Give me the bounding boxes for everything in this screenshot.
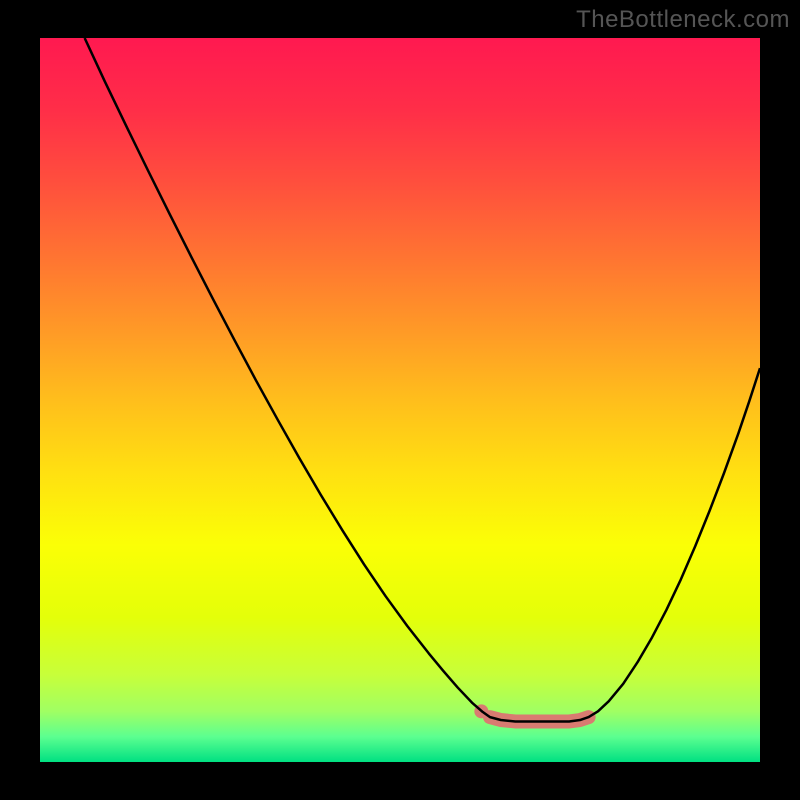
watermark-text: TheBottleneck.com	[576, 6, 790, 34]
chart-svg	[40, 38, 760, 762]
bottleneck-curve	[85, 38, 760, 721]
plot-area	[40, 38, 760, 762]
chart-container: TheBottleneck.com	[0, 0, 800, 800]
